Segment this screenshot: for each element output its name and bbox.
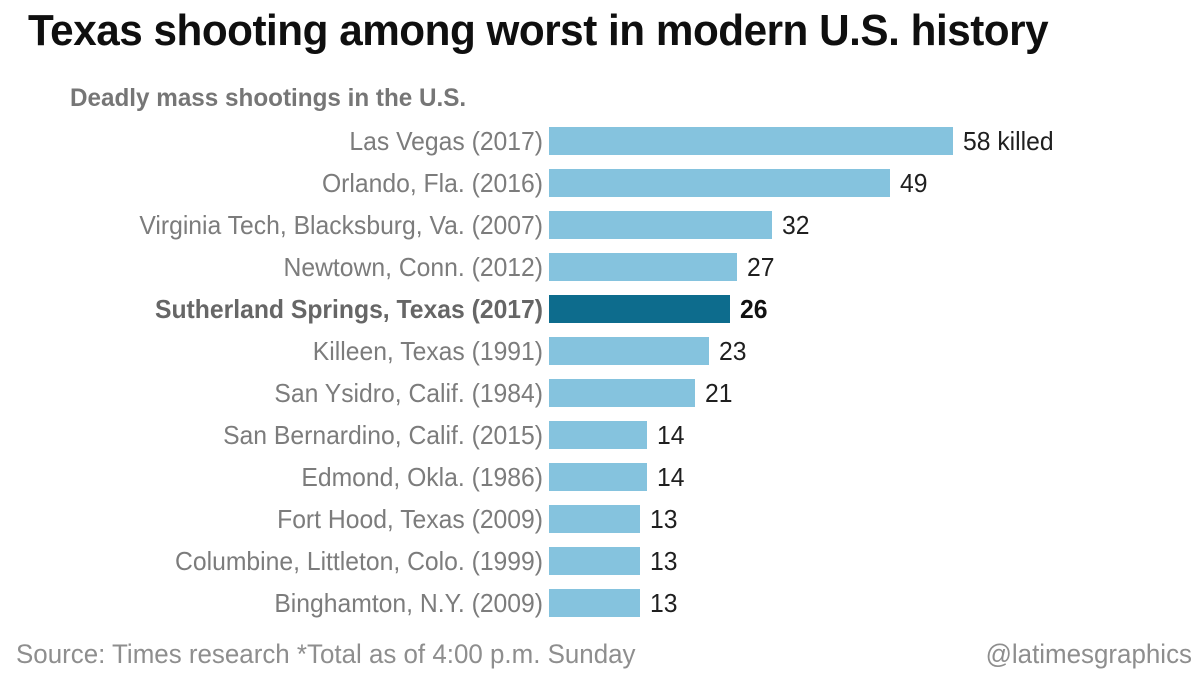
bar	[549, 127, 953, 155]
bar-row: Newtown, Conn. (2012) 27	[0, 246, 1200, 288]
bar	[549, 463, 647, 491]
bar-value: 23	[719, 335, 747, 366]
credit-handle: @latimesgraphics	[985, 639, 1192, 669]
bar-row: Orlando, Fla. (2016) 49	[0, 162, 1200, 204]
bar-label: Las Vegas (2017)	[349, 125, 543, 156]
bar	[549, 337, 709, 365]
bar-chart: Las Vegas (2017) 58 killed Orlando, Fla.…	[0, 120, 1200, 624]
bar-label: San Ysidro, Calif. (1984)	[274, 377, 543, 408]
footer: Source: Times research *Total as of 4:00…	[0, 639, 1200, 670]
bar	[549, 211, 772, 239]
bar-row: Edmond, Okla. (1986) 14	[0, 456, 1200, 498]
bar-label: Edmond, Okla. (1986)	[301, 461, 543, 492]
bar-label: Killeen, Texas (1991)	[312, 335, 543, 366]
bar-label: Fort Hood, Texas (2009)	[277, 503, 543, 534]
bar-value: 13	[650, 503, 678, 534]
bar-row: Killeen, Texas (1991) 23	[0, 330, 1200, 372]
page-title: Texas shooting among worst in modern U.S…	[28, 6, 1049, 55]
bar-label: Binghamton, N.Y. (2009)	[274, 587, 543, 618]
source-note: Source: Times research *Total as of 4:00…	[16, 639, 636, 669]
bar	[549, 505, 640, 533]
bar-value: 58 killed	[963, 125, 1054, 156]
bar-label: Newtown, Conn. (2012)	[283, 251, 543, 282]
bar-value: 32	[782, 209, 810, 240]
bar-value: 13	[650, 545, 678, 576]
bar-row: Las Vegas (2017) 58 killed	[0, 120, 1200, 162]
bar	[549, 547, 640, 575]
bar-value: 21	[705, 377, 733, 408]
bar-value: 14	[657, 419, 685, 450]
bar-value: 26	[740, 293, 768, 324]
bar	[549, 169, 890, 197]
bar-value: 14	[657, 461, 685, 492]
bar-label: Columbine, Littleton, Colo. (1999)	[175, 545, 543, 576]
bar	[549, 253, 737, 281]
bar	[549, 295, 730, 323]
bar-label: Orlando, Fla. (2016)	[321, 167, 543, 198]
bar-row: Columbine, Littleton, Colo. (1999) 13	[0, 540, 1200, 582]
bar-row: San Ysidro, Calif. (1984) 21	[0, 372, 1200, 414]
bar	[549, 421, 647, 449]
bar-row: San Bernardino, Calif. (2015) 14	[0, 414, 1200, 456]
bar	[549, 379, 695, 407]
bar-value: 27	[747, 251, 775, 282]
bar-value: 49	[900, 167, 928, 198]
bar-row: Virginia Tech, Blacksburg, Va. (2007) 32	[0, 204, 1200, 246]
bar	[549, 589, 640, 617]
bar-label: San Bernardino, Calif. (2015)	[223, 419, 543, 450]
bar-label: Sutherland Springs, Texas (2017)	[154, 293, 543, 324]
bar-row: Fort Hood, Texas (2009) 13	[0, 498, 1200, 540]
bar-row: Binghamton, N.Y. (2009) 13	[0, 582, 1200, 624]
bar-label: Virginia Tech, Blacksburg, Va. (2007)	[139, 209, 543, 240]
bar-value: 13	[650, 587, 678, 618]
chart-subtitle: Deadly mass shootings in the U.S.	[70, 84, 467, 112]
bar-row: Sutherland Springs, Texas (2017) 26	[0, 288, 1200, 330]
